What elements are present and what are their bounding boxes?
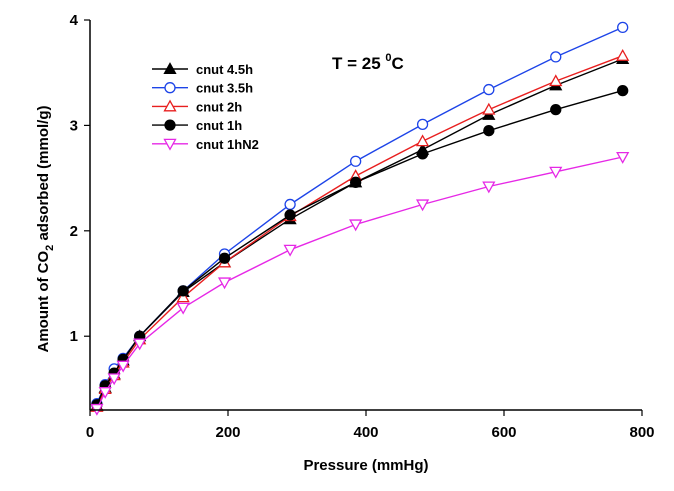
point-cnut-1h-6 <box>218 252 231 264</box>
point-cnut-2h-5 <box>176 290 190 303</box>
annotation-unit: C <box>392 54 404 73</box>
point-cnut-1h-12 <box>617 84 629 97</box>
legend-marker-cnut-1h <box>164 119 176 131</box>
x-tick-label-600: 600 <box>491 424 516 441</box>
legend-item-cnut-1hn2: cnut 1hN2 <box>152 137 259 152</box>
point-cnut-1h-5 <box>177 285 189 297</box>
point-cnut-1h-9 <box>416 148 429 160</box>
legend-marker-cnut-3-5h <box>164 82 176 94</box>
legend-item-cnut-2h: cnut 2h <box>152 99 242 114</box>
legend-marker-cnut-1hn2 <box>163 138 177 151</box>
legend-marker-cnut-4-5h <box>163 62 177 75</box>
legend-item-cnut-1h: cnut 1h <box>152 118 242 133</box>
y-axis-title-rest: adsorbed (mmol/g) <box>35 106 52 245</box>
y-tick-label-4: 4 <box>70 12 79 29</box>
y-tick-label-1: 1 <box>70 328 78 345</box>
point-cnut-1hn2-2 <box>107 373 121 386</box>
legend-label-cnut-3-5h: cnut 3.5h <box>196 81 253 96</box>
point-cnut-3-5h-9 <box>416 118 429 131</box>
x-tick-label-400: 400 <box>353 424 378 441</box>
y-tick-label-3: 3 <box>70 117 78 134</box>
x-tick-label-800: 800 <box>629 424 654 441</box>
point-cnut-1hn2-8 <box>349 219 363 232</box>
legend-label-cnut-1h: cnut 1h <box>196 118 242 133</box>
point-cnut-3-5h-12 <box>617 21 629 34</box>
legend-item-cnut-3-5h: cnut 3.5h <box>152 81 253 96</box>
point-cnut-1hn2-4 <box>133 338 147 351</box>
point-cnut-1hn2-7 <box>283 244 297 257</box>
point-cnut-2h-12 <box>616 48 630 61</box>
y-axis-title: Amount of CO2 adsorbed (mmol/g) <box>35 106 56 353</box>
point-cnut-2h-9 <box>415 134 430 147</box>
x-axis-title: Pressure (mmHg) <box>303 457 428 474</box>
point-cnut-1h-10 <box>483 125 495 137</box>
annotation-main: T = 25 <box>332 54 385 73</box>
point-cnut-1hn2-3 <box>116 360 130 373</box>
legend-marker-cnut-2h <box>163 99 177 112</box>
temperature-annotation: T = 25 0C <box>332 52 404 73</box>
point-cnut-3-5h-10 <box>483 83 495 96</box>
legend-label-cnut-1hn2: cnut 1hN2 <box>196 137 259 152</box>
series-line-cnut-2h <box>96 55 623 408</box>
point-cnut-1hn2-5 <box>176 302 190 315</box>
point-cnut-1h-8 <box>349 176 362 188</box>
legend: cnut 4.5h cnut 3.5h cnut 2h cnut 1h cnut 1hN… <box>152 62 259 152</box>
series-cnut-1h <box>91 84 629 411</box>
point-cnut-1hn2-12 <box>616 151 630 164</box>
y-axis-title-subscript: 2 <box>44 245 56 251</box>
y-axis-title-main: Amount of CO <box>35 251 52 353</box>
point-cnut-1hn2-10 <box>482 181 496 194</box>
series-cnut-3-5h <box>91 21 629 410</box>
series-line-cnut-1hn2 <box>96 156 623 410</box>
point-cnut-1hn2-6 <box>217 277 232 290</box>
legend-item-cnut-4-5h: cnut 4.5h <box>152 62 253 77</box>
point-cnut-2h-10 <box>482 102 496 115</box>
point-cnut-3-5h-7 <box>284 198 296 211</box>
point-cnut-1h-11 <box>550 103 562 116</box>
point-cnut-1hn2-9 <box>415 199 430 212</box>
point-cnut-1hn2-11 <box>549 166 563 179</box>
point-cnut-3-5h-11 <box>550 51 562 63</box>
series-line-cnut-1h <box>96 89 623 405</box>
x-tick-label-200: 200 <box>215 424 240 441</box>
point-cnut-1h-7 <box>284 209 296 221</box>
legend-label-cnut-2h: cnut 2h <box>196 99 242 114</box>
point-cnut-2h-11 <box>549 74 563 87</box>
series-layer <box>90 21 630 416</box>
legend-label-cnut-4-5h: cnut 4.5h <box>196 62 253 77</box>
point-cnut-1hn2-1 <box>98 387 112 399</box>
y-tick-label-2: 2 <box>70 223 78 240</box>
annotation-superscript: 0 <box>385 52 391 64</box>
series-line-cnut-3-5h <box>96 26 623 404</box>
axes: 0 200 400 600 800 1 2 3 4 <box>70 12 655 441</box>
series-cnut-1hn2 <box>90 151 630 416</box>
x-tick-label-0: 0 <box>86 424 94 441</box>
point-cnut-3-5h-8 <box>349 155 362 167</box>
